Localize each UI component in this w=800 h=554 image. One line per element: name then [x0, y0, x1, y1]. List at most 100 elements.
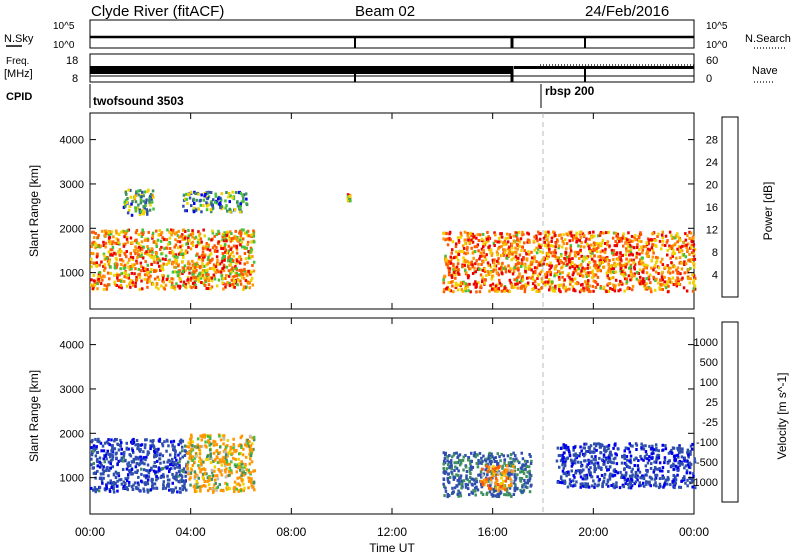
data-cell [691, 236, 695, 240]
data-cell [205, 445, 208, 449]
data-cell [209, 191, 213, 194]
data-cell [671, 464, 674, 468]
data-cell [478, 267, 481, 271]
data-cell [176, 255, 179, 259]
data-cell [189, 233, 193, 237]
data-cell [518, 244, 521, 248]
data-cell [600, 241, 604, 245]
data-cell [187, 245, 190, 249]
data-cell [110, 438, 113, 442]
data-cell [94, 454, 98, 458]
data-cell [530, 250, 533, 254]
data-cell [590, 459, 593, 463]
data-cell [249, 444, 253, 448]
data-cell [654, 243, 657, 247]
data-cell [635, 271, 639, 274]
data-cell [500, 289, 504, 293]
data-cell [135, 241, 139, 245]
data-cell [527, 232, 530, 236]
data-cell [593, 254, 596, 258]
data-cell [149, 193, 153, 196]
data-cell [627, 482, 630, 486]
data-cell [162, 483, 165, 487]
data-cell [480, 479, 483, 483]
data-cell [208, 448, 212, 452]
data-cell [191, 259, 194, 263]
data-cell [462, 256, 465, 260]
data-cell [173, 265, 176, 269]
data-cell [151, 189, 155, 193]
data-cell [199, 237, 203, 241]
data-cell [198, 234, 201, 238]
data-cell [507, 493, 511, 497]
data-cell [126, 211, 130, 215]
data-cell [96, 252, 99, 256]
data-cell [212, 451, 216, 455]
data-cell [240, 434, 244, 438]
data-cell [526, 481, 529, 485]
data-cell [598, 477, 601, 481]
data-cell [252, 480, 256, 484]
data-cell [140, 231, 143, 235]
data-cell [592, 279, 595, 283]
data-cell [655, 484, 658, 488]
data-cell [692, 282, 695, 285]
data-cell [678, 445, 681, 449]
data-cell [607, 263, 610, 267]
data-cell [197, 274, 200, 278]
data-cell [190, 241, 193, 245]
data-cell [549, 251, 553, 255]
data-cell [145, 438, 148, 442]
data-cell [459, 476, 462, 480]
data-cell [120, 263, 123, 266]
data-cell [496, 492, 500, 496]
data-cell [522, 482, 526, 486]
data-cell [209, 252, 213, 256]
data-cell [201, 245, 205, 249]
data-cell [561, 479, 564, 483]
data-cell [240, 200, 244, 204]
data-cell [215, 487, 218, 491]
data-cell [495, 478, 498, 482]
data-cell [209, 287, 212, 291]
data-cell [640, 240, 643, 244]
data-cell [582, 256, 585, 260]
data-cell [486, 269, 490, 273]
data-cell [128, 281, 132, 285]
data-cell [188, 271, 191, 275]
data-cell [581, 482, 584, 486]
data-cell [110, 444, 114, 448]
data-cell [243, 245, 246, 249]
data-cell [138, 208, 141, 212]
data-cell [151, 440, 154, 444]
data-cell [646, 247, 650, 251]
data-cell [187, 445, 191, 449]
data-cell [182, 467, 186, 471]
data-cell [582, 286, 585, 290]
data-cell [580, 262, 583, 266]
data-cell [639, 275, 642, 279]
data-cell [680, 249, 684, 253]
data-cell [205, 272, 209, 276]
data-cell [445, 287, 448, 291]
data-cell [113, 482, 116, 486]
data-cell [566, 262, 569, 266]
data-cell [207, 489, 210, 493]
data-cell [593, 450, 596, 454]
data-cell [90, 463, 93, 467]
data-cell [541, 269, 544, 273]
data-cell [177, 474, 180, 478]
data-cell [489, 483, 492, 487]
data-cell [481, 493, 485, 496]
data-cell [140, 247, 144, 251]
data-cell [499, 234, 503, 238]
data-cell [510, 258, 513, 262]
data-cell [674, 279, 678, 283]
data-cell [178, 457, 182, 461]
data-cell [215, 449, 219, 453]
data-cell [501, 466, 504, 470]
data-cell [555, 459, 559, 463]
data-cell [195, 475, 198, 479]
data-cell [570, 234, 574, 238]
data-cell [155, 448, 158, 452]
